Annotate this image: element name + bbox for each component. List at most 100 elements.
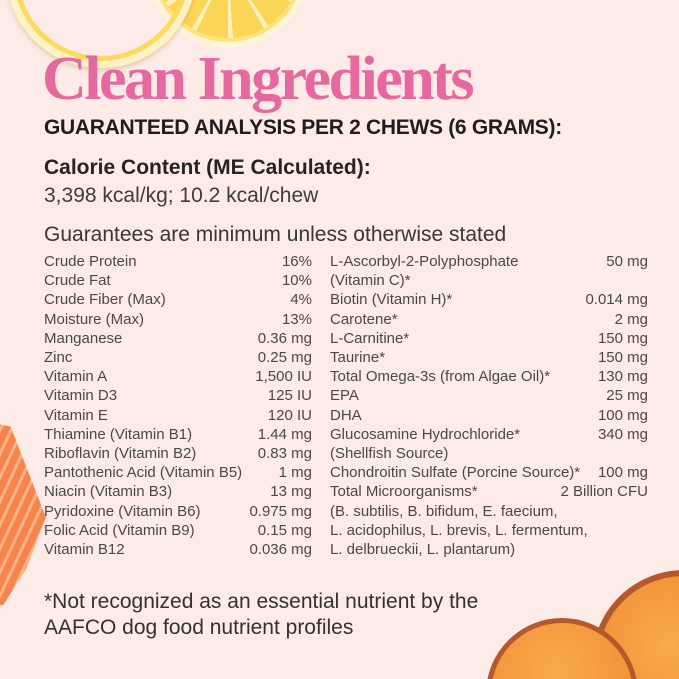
nutrient-label: Manganese — [44, 329, 123, 347]
nutrient-label: Pantothenic Acid (Vitamin B5) — [44, 464, 243, 482]
table-row: Crude Fiber (Max) 4% — [44, 290, 312, 309]
nutrient-value: 340 mg — [597, 425, 648, 443]
nutrient-label: Moisture (Max) — [44, 310, 145, 328]
table-row: Taurine* 150 mg — [330, 348, 648, 367]
nutrient-value: 0.83 mg — [257, 445, 312, 463]
table-row: (Shellfish Source) — [330, 444, 648, 463]
table-row: Niacin (Vitamin B3) 13 mg — [44, 482, 312, 501]
nutrient-label: Thiamine (Vitamin B1) — [44, 425, 193, 443]
page-title: Clean Ingredients — [42, 45, 475, 113]
aafco-footnote-line1: *Not recognized as an essential nutrient… — [44, 590, 479, 613]
nutrient-value: 0.15 mg — [257, 521, 312, 539]
nutrient-label: Folic Acid (Vitamin B9) — [44, 521, 195, 539]
nutrient-value: 100 mg — [597, 406, 648, 424]
nutrient-label: Pyridoxine (Vitamin B6) — [44, 502, 201, 520]
nutrient-value: 130 mg — [597, 368, 648, 386]
table-row: DHA 100 mg — [330, 406, 648, 425]
nutrient-value: 1.44 mg — [257, 425, 312, 443]
table-row: Vitamin A 1,500 IU — [44, 367, 312, 386]
table-row: Riboflavin (Vitamin B2) 0.83 mg — [44, 444, 312, 463]
nutrient-label: L-Ascorbyl-2-Polyphosphate — [330, 253, 519, 270]
table-row: Moisture (Max) 13% — [44, 310, 312, 329]
nutrient-label: L. acidophilus, L. brevis, L. fermentum, — [330, 521, 588, 539]
nutrient-value: 50 mg — [606, 253, 648, 270]
table-row: L. delbrueckii, L. plantarum) — [330, 540, 648, 559]
lemon-slice-image — [146, 0, 310, 48]
nutrient-value: 0.036 mg — [249, 541, 312, 559]
table-row: Glucosamine Hydrochloride* 340 mg — [330, 425, 648, 444]
nutrient-value: 13% — [281, 310, 312, 328]
nutrient-label: Carotene* — [330, 310, 398, 328]
nutrient-value: 13 mg — [270, 483, 312, 501]
nutrient-label: (Shellfish Source) — [330, 445, 449, 463]
table-row: Carotene* 2 mg — [330, 310, 648, 329]
table-row: Crude Fat 10% — [44, 271, 312, 290]
table-row: Zinc 0.25 mg — [44, 348, 312, 367]
table-row: Crude Protein 16% — [44, 252, 312, 271]
analysis-table-left-column: Crude Protein 16% Crude Fat 10% Crude Fiber … — [44, 252, 312, 559]
table-row: Folic Acid (Vitamin B9) 0.15 mg — [44, 521, 312, 540]
nutrient-value: 1 mg — [278, 464, 312, 482]
nutrient-value: 0.014 mg — [585, 291, 648, 309]
salmon-image — [0, 423, 46, 605]
nutrient-label: Taurine* — [330, 349, 386, 367]
nutrient-value: 0.975 mg — [249, 502, 312, 520]
aafco-footnote: *Not recognized as an essential nutrient… — [44, 589, 478, 641]
table-row: EPA 25 mg — [330, 386, 648, 405]
nutrient-label: Biotin (Vitamin H)* — [330, 291, 453, 309]
guaranteed-analysis-heading: GUARANTEED ANALYSIS PER 2 CHEWS (6 GRAMS… — [44, 116, 562, 139]
nutrient-value: 25 mg — [606, 387, 648, 405]
table-row: Pantothenic Acid (Vitamin B5) 1 mg — [44, 463, 312, 482]
calorie-content-value: 3,398 kcal/kg; 10.2 kcal/chew — [44, 184, 319, 207]
nutrient-value: 0.25 mg — [257, 349, 312, 367]
analysis-table-right-column: L-Ascorbyl-2-Polyphosphate 50 mg (Vitamin … — [330, 252, 648, 559]
nutrient-label: Vitamin B12 — [44, 541, 125, 559]
table-row: Chondroitin Sulfate (Porcine Source)* 100… — [330, 463, 648, 482]
nutrient-label: (Vitamin C)* — [330, 272, 411, 290]
nutrient-value: 125 IU — [267, 387, 312, 405]
table-row: L-Ascorbyl-2-Polyphosphate 50 mg — [330, 252, 648, 271]
table-row: Pyridoxine (Vitamin B6) 0.975 mg — [44, 502, 312, 521]
nutrient-label: EPA — [330, 387, 359, 405]
nutrient-label: Crude Fat — [44, 272, 111, 290]
nutrient-label: L. delbrueckii, L. plantarum) — [330, 541, 516, 559]
nutrient-value: 100 mg — [597, 464, 648, 482]
table-row: Vitamin B12 0.036 mg — [44, 540, 312, 559]
table-row: Manganese 0.36 mg — [44, 329, 312, 348]
nutrient-label: Total Microorganisms* — [330, 483, 478, 501]
nutrient-label: Total Omega-3s (from Algae Oil)* — [330, 368, 551, 386]
table-row: (B. subtilis, B. bifidum, E. faecium, — [330, 502, 648, 521]
guaranteed-analysis-table: Crude Protein 16% Crude Fat 10% Crude Fiber … — [44, 252, 648, 559]
table-row: L-Carnitine* 150 mg — [330, 329, 648, 348]
nutrient-label: Crude Protein — [44, 253, 137, 270]
nutrient-value: 16% — [281, 253, 312, 270]
nutrient-value: 4% — [290, 291, 312, 309]
nutrient-label: L-Carnitine* — [330, 329, 410, 347]
nutrient-value: 1,500 IU — [255, 368, 312, 386]
nutrient-label: Vitamin E — [44, 406, 108, 424]
table-row: Total Omega-3s (from Algae Oil)* 130 mg — [330, 367, 648, 386]
table-row: Vitamin E 120 IU — [44, 406, 312, 425]
table-row: Vitamin D3 125 IU — [44, 386, 312, 405]
nutrient-label: Glucosamine Hydrochloride* — [330, 425, 521, 443]
sweet-potato-slice-right-image — [592, 570, 679, 679]
sweet-potato-slice-left-image — [486, 618, 638, 679]
nutrient-label: Vitamin A — [44, 368, 108, 386]
nutrient-label: Zinc — [44, 349, 73, 367]
nutrient-label: Crude Fiber (Max) — [44, 291, 166, 309]
table-row: (Vitamin C)* — [330, 271, 648, 290]
nutrient-label: Chondroitin Sulfate (Porcine Source)* — [330, 464, 581, 482]
nutrient-value: 150 mg — [597, 329, 648, 347]
table-row: Total Microorganisms* 2 Billion CFU — [330, 482, 648, 501]
nutrient-value: 120 IU — [267, 406, 312, 424]
table-row: L. acidophilus, L. brevis, L. fermentum, — [330, 521, 648, 540]
nutrient-value: 2 mg — [614, 310, 648, 328]
guarantee-note: Guarantees are minimum unless otherwise … — [44, 223, 507, 246]
table-row: Biotin (Vitamin H)* 0.014 mg — [330, 290, 648, 309]
table-row: Thiamine (Vitamin B1) 1.44 mg — [44, 425, 312, 444]
aafco-footnote-line2: AAFCO dog food nutrient profiles — [44, 616, 354, 639]
nutrient-label: Vitamin D3 — [44, 387, 118, 405]
nutrient-value: 150 mg — [597, 349, 648, 367]
sweet-potato-slice-back-image — [600, 634, 679, 679]
nutrient-label: Riboflavin (Vitamin B2) — [44, 445, 197, 463]
